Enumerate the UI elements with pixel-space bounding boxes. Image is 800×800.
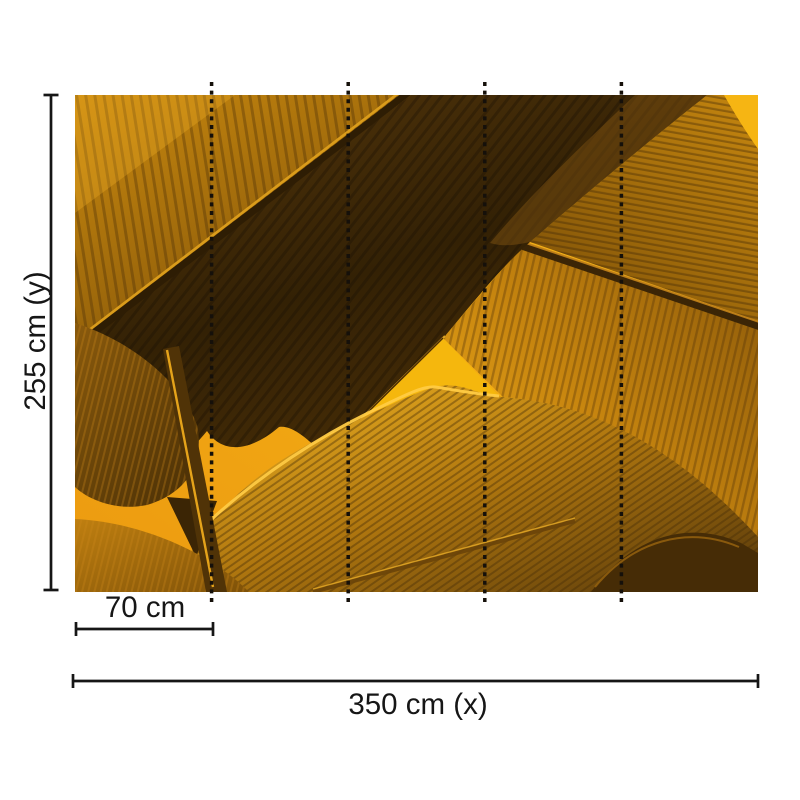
leaf-bottom-fan (171, 385, 758, 592)
background-gap-top-right (724, 95, 758, 149)
leaf-mid-right-ribbed (443, 248, 758, 555)
height-dimension-line (43, 93, 59, 592)
height-dimension-label: 255 cm (y) (19, 271, 52, 410)
leaf-lower-left-rings (75, 323, 199, 507)
mural-photo (75, 95, 758, 592)
leaf-bottom-right-dark (591, 532, 758, 592)
total-width-dimension-line (71, 674, 760, 688)
panel-width-dimension-line (74, 622, 215, 636)
leaf-stem-diagonal (521, 241, 758, 330)
leaf-top-right-striated (530, 95, 758, 321)
panel-divider-lines (209, 82, 624, 606)
leaf-midrib (75, 95, 411, 352)
dimension-annotations (43, 93, 760, 688)
panel-width-dimension-label: 70 cm (105, 591, 185, 624)
leaf-stem-bottom (312, 517, 576, 592)
total-width-dimension-label: 350 cm (x) (348, 688, 487, 721)
